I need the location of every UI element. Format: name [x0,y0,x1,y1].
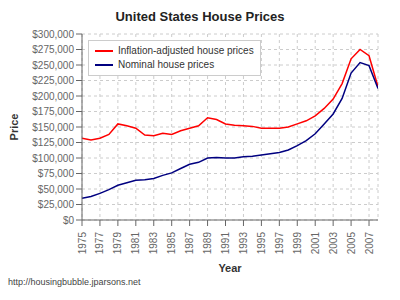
svg-text:$275,000: $275,000 [32,44,74,55]
svg-text:1997: 1997 [274,232,285,255]
svg-text:$200,000: $200,000 [32,91,74,102]
svg-text:1985: 1985 [166,232,177,255]
svg-text:2007: 2007 [364,232,375,255]
svg-text:$150,000: $150,000 [32,122,74,133]
svg-text:$0: $0 [63,215,75,226]
svg-text:1977: 1977 [94,232,105,255]
svg-text:$175,000: $175,000 [32,106,74,117]
html-text:Nominal house prices: Nominal house prices [118,59,215,70]
svg-text:1975: 1975 [77,232,88,255]
svg-text:$50,000: $50,000 [38,184,75,195]
svg-text:$100,000: $100,000 [32,153,74,164]
svg-text:Year: Year [218,262,242,274]
html-text:http://housingbubble.jparsons.: http://housingbubble.jparsons.net [8,277,141,287]
svg-text:2003: 2003 [328,232,339,255]
svg-text:$300,000: $300,000 [32,29,74,40]
svg-text:$25,000: $25,000 [38,199,75,210]
svg-text:1993: 1993 [238,232,249,255]
svg-text:1999: 1999 [292,232,303,255]
svg-text:$225,000: $225,000 [32,75,74,86]
svg-text:2001: 2001 [310,232,321,255]
html-text:Inflation-adjusted house price: Inflation-adjusted house prices [118,45,254,56]
svg-text:1989: 1989 [202,232,213,255]
svg-text:1991: 1991 [220,232,231,255]
svg-text:$125,000: $125,000 [32,137,74,148]
svg-text:1995: 1995 [256,232,267,255]
svg-text:1987: 1987 [184,232,195,255]
svg-text:Price: Price [8,114,20,141]
svg-text:1981: 1981 [130,232,141,255]
svg-text:2005: 2005 [346,232,357,255]
svg-text:1983: 1983 [148,232,159,255]
svg-text:$250,000: $250,000 [32,60,74,71]
svg-text:$75,000: $75,000 [38,168,75,179]
html-text:United States House Prices: United States House Prices [115,9,285,24]
svg-text:1979: 1979 [112,232,123,255]
